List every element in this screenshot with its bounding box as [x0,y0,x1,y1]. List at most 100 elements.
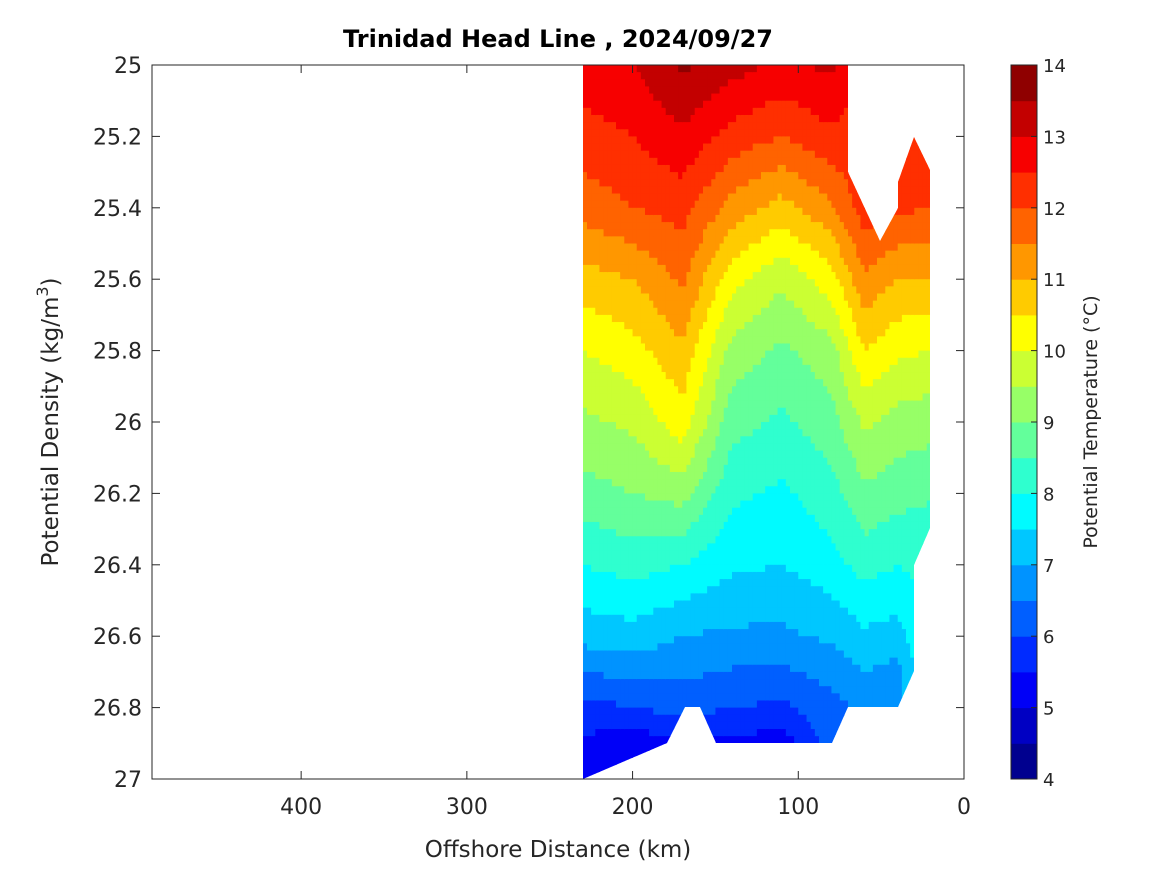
contour-cell [603,657,609,666]
contour-cell [674,743,679,752]
contour-cell [645,300,650,309]
contour-cell [636,143,642,152]
contour-cell [703,214,708,223]
contour-cell [603,764,609,773]
contour-cell [607,229,613,237]
contour-cell [607,93,613,102]
contour-cell [653,200,659,209]
contour-cell [715,400,721,409]
contour-cell [707,93,712,102]
contour-cell [616,771,621,779]
contour-cell [678,200,683,209]
contour-cell [624,343,630,352]
contour-cell [707,707,712,716]
contour-cell [723,636,729,644]
contour-cell [707,272,712,280]
contour-cell [595,129,601,137]
contour-cell [611,714,617,723]
contour-cell [707,164,712,173]
contour-cell [595,293,601,302]
contour-cell [669,222,675,230]
contour-cell [761,600,766,609]
contour-cell [591,329,596,337]
contour-cell [583,186,588,195]
contour-cell [669,714,675,723]
contour-cell [756,657,762,666]
contour-cell [727,514,733,523]
contour-cell [723,300,729,309]
contour-cell [690,300,696,309]
contour-cell [769,307,775,316]
contour-cell [649,536,654,544]
contour-cell [591,150,596,159]
contour-cell [620,164,625,173]
contour-cell [649,300,654,309]
contour-cell [756,179,762,187]
contour-cell [740,429,746,437]
contour-cell [719,593,725,602]
contour-cell [732,136,737,145]
contour-cell [723,771,729,779]
contour-cell [707,457,712,466]
contour-cell [636,214,642,223]
contour-cell [785,100,791,109]
contour-cell [583,521,588,530]
contour-cell [781,157,787,166]
contour-cell [665,229,671,237]
contour-cell [744,307,750,316]
contour-cell [595,586,601,594]
contour-cell [595,686,601,694]
contour-cell [748,193,754,202]
contour-cell [624,593,630,602]
contour-cell [628,721,634,730]
contour-cell [703,571,708,580]
contour-cell [707,629,712,637]
contour-cell [715,407,721,416]
contour-cell [674,157,679,166]
contour-cell [686,357,692,366]
contour-cell [661,571,667,580]
contour-cell [611,222,617,230]
contour-cell [698,264,704,273]
contour-cell [611,129,617,137]
contour-cell [657,671,663,680]
contour-cell [727,593,733,602]
contour-cell [752,550,758,559]
contour-cell [628,286,634,295]
contour-cell [752,714,758,723]
contour-cell [669,543,675,552]
contour-cell [583,65,588,73]
contour-cell [719,229,725,237]
contour-cell [587,686,592,694]
contour-cell [690,207,696,216]
contour-cell [682,264,688,273]
contour-cell [636,86,642,95]
contour-cell [649,493,654,502]
contour-cell [732,243,737,252]
contour-cell [761,536,766,544]
contour-cell [777,172,783,180]
contour-cell [732,600,737,609]
contour-cell [727,700,733,709]
contour-cell [657,422,663,430]
contour-cell [785,314,791,323]
contour-cell [620,179,625,187]
contour-cell [661,707,667,716]
contour-cell [595,114,601,123]
contour-cell [777,550,783,559]
contour-cell [591,307,596,316]
contour-cell [595,286,601,295]
contour-cell [703,114,708,123]
contour-cell [744,107,750,116]
contour-cell [616,607,621,616]
contour-cell [674,236,679,245]
contour-cell [665,114,671,123]
contour-cell [748,314,754,323]
contour-cell [719,500,725,509]
contour-cell [603,250,609,259]
contour-cell [657,621,663,630]
contour-cell [603,721,609,730]
contour-cell [727,693,733,702]
contour-cell [736,193,741,202]
contour-cell [761,329,766,337]
